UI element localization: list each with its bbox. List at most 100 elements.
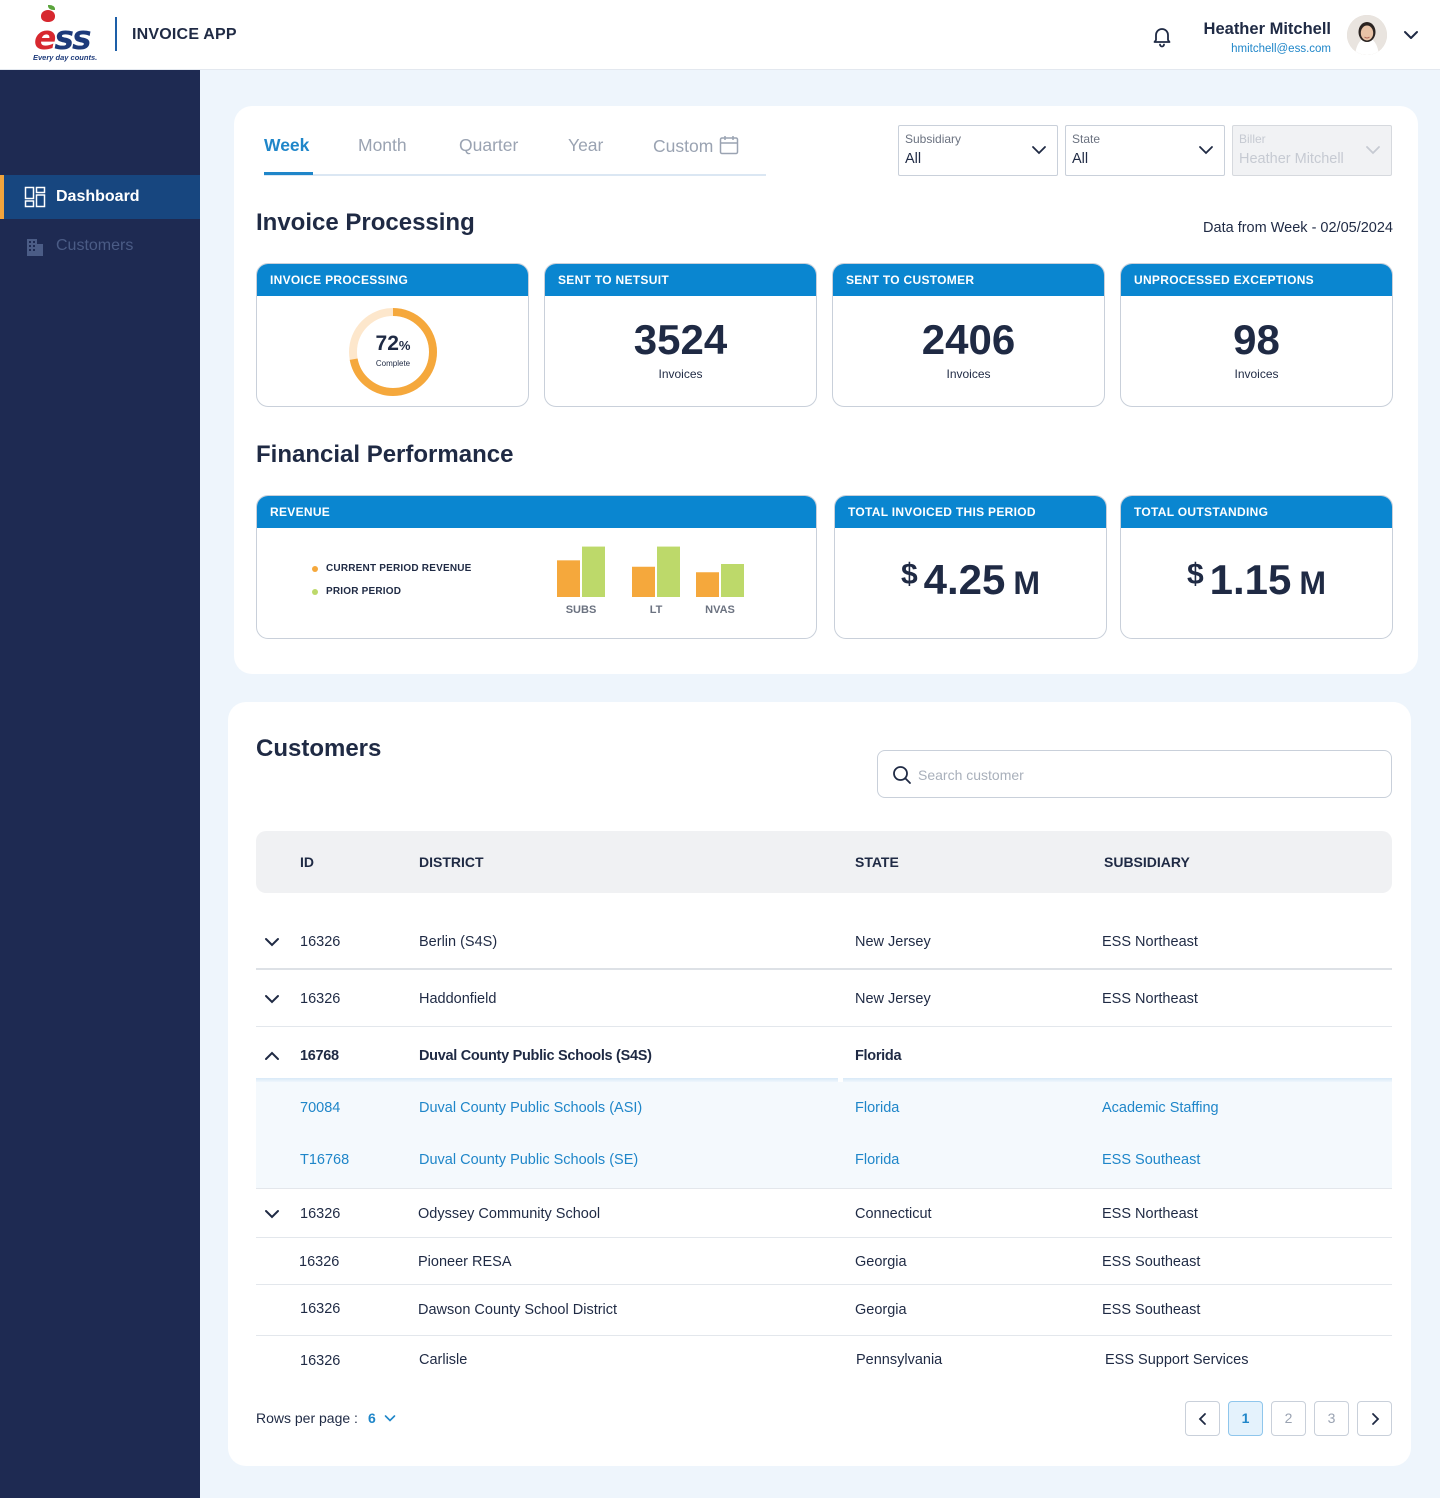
page-button-2[interactable]: 2 bbox=[1271, 1401, 1306, 1436]
cell-state: Georgia bbox=[855, 1254, 907, 1270]
user-name: Heather Mitchell bbox=[1204, 20, 1331, 39]
chevron-down-icon[interactable] bbox=[384, 1413, 396, 1423]
search-input[interactable] bbox=[918, 763, 1378, 787]
table-row[interactable]: 16326 Dawson County School District Geor… bbox=[256, 1285, 1392, 1336]
state-select[interactable]: State All bbox=[1065, 125, 1225, 176]
cell-id: 16768 bbox=[300, 1048, 339, 1064]
tab-custom-label: Custom bbox=[653, 136, 713, 156]
sent-to-netsuit-card: SENT TO NETSUIT 3524 Invoices bbox=[544, 263, 817, 407]
state-select-value: All bbox=[1072, 151, 1088, 167]
legend-prior-label: PRIOR PERIOD bbox=[326, 586, 401, 597]
bell-icon[interactable] bbox=[1150, 24, 1174, 48]
column-header-district[interactable]: DISTRICT bbox=[419, 854, 484, 870]
sent-to-customer-card: SENT TO CUSTOMER 2406 Invoices bbox=[832, 263, 1105, 407]
currency-symbol: $ bbox=[1187, 558, 1204, 591]
percent-sign: % bbox=[399, 338, 411, 353]
table-row[interactable]: 16326 Haddonfield New Jersey ESS Northea… bbox=[256, 970, 1392, 1027]
cell-id: 70084 bbox=[300, 1100, 340, 1116]
search-box bbox=[877, 750, 1392, 798]
page-button-3[interactable]: 3 bbox=[1314, 1401, 1349, 1436]
search-icon bbox=[892, 765, 912, 785]
cell-district: Pioneer RESA bbox=[418, 1254, 512, 1270]
table-row[interactable]: 16326 Odyssey Community School Connectic… bbox=[256, 1189, 1392, 1238]
next-page-button[interactable] bbox=[1357, 1401, 1392, 1436]
tab-custom[interactable]: Custom bbox=[653, 135, 739, 175]
table-child-row[interactable]: T16768 Duval County Public Schools (SE) … bbox=[256, 1136, 1392, 1189]
cell-subsidiary: ESS Northeast bbox=[1102, 934, 1198, 950]
cell-state: New Jersey bbox=[855, 934, 931, 950]
card-header: UNPROCESSED EXCEPTIONS bbox=[1121, 264, 1392, 296]
table-row[interactable]: 16326 Berlin (S4S) New Jersey ESS Northe… bbox=[256, 913, 1392, 970]
table-child-row[interactable]: 70084 Duval County Public Schools (ASI) … bbox=[256, 1082, 1392, 1136]
bar-subs-prior bbox=[582, 547, 605, 597]
chevron-down-icon bbox=[1198, 144, 1214, 156]
cell-subsidiary: ESS Southeast bbox=[1102, 1152, 1200, 1168]
subsidiary-select-value: All bbox=[905, 151, 921, 167]
page-button-1[interactable]: 1 bbox=[1228, 1401, 1263, 1436]
cell-id: T16768 bbox=[300, 1152, 349, 1168]
user-email: hmitchell@ess.com bbox=[1231, 43, 1331, 55]
sidebar-item-customers[interactable]: Customers bbox=[0, 224, 200, 268]
rows-per-page-select[interactable]: 6 bbox=[368, 1410, 376, 1426]
biller-select: Biller Heather Mitchell bbox=[1232, 125, 1392, 176]
cell-state: Georgia bbox=[855, 1302, 907, 1318]
cell-district: Duval County Public Schools (ASI) bbox=[419, 1100, 642, 1116]
card-header: REVENUE bbox=[257, 496, 816, 528]
cell-state: Florida bbox=[855, 1048, 901, 1064]
cell-id: 16326 bbox=[300, 1301, 340, 1317]
legend-current-label: CURRENT PERIOD REVENUE bbox=[326, 563, 472, 574]
chevron-down-icon[interactable] bbox=[264, 936, 280, 948]
table-row-expanded[interactable]: 16768 Duval County Public Schools (S4S) … bbox=[256, 1027, 1392, 1078]
prev-page-button[interactable] bbox=[1185, 1401, 1220, 1436]
progress-caption: Complete bbox=[347, 359, 439, 368]
bar-lt-prior bbox=[657, 547, 680, 597]
cell-state: Pennsylvania bbox=[856, 1352, 942, 1368]
cell-district: Haddonfield bbox=[419, 991, 496, 1007]
sidebar-item-dashboard[interactable]: Dashboard bbox=[0, 175, 200, 219]
column-header-state[interactable]: STATE bbox=[855, 854, 899, 870]
bar-nvas-prior bbox=[721, 564, 744, 597]
x-tick-label: LT bbox=[650, 604, 663, 616]
column-header-id[interactable]: ID bbox=[300, 854, 314, 870]
chevron-down-icon[interactable] bbox=[1402, 28, 1420, 42]
cell-id: 16326 bbox=[299, 1254, 339, 1270]
progress-value: 72% bbox=[347, 332, 439, 356]
table-row[interactable]: 16326 Pioneer RESA Georgia ESS Southeast bbox=[256, 1238, 1392, 1285]
cell-state: Florida bbox=[855, 1100, 899, 1116]
invoice-processing-title: Invoice Processing bbox=[256, 209, 475, 237]
column-header-subsidiary[interactable]: SUBSIDIARY bbox=[1104, 854, 1190, 870]
table-row[interactable]: 16326 Carlisle Pennsylvania ESS Support … bbox=[256, 1336, 1392, 1386]
chevron-down-icon[interactable] bbox=[264, 1208, 280, 1220]
tab-month[interactable]: Month bbox=[358, 135, 407, 175]
card-header: SENT TO NETSUIT bbox=[545, 264, 816, 296]
chevron-up-icon[interactable] bbox=[264, 1050, 280, 1062]
top-bar: ess Every day counts. INVOICE APP Heathe… bbox=[0, 0, 1440, 70]
cell-subsidiary: ESS Northeast bbox=[1102, 991, 1198, 1007]
cell-id: 16326 bbox=[300, 1353, 340, 1369]
chevron-right-icon bbox=[1369, 1412, 1381, 1426]
table-header: ID DISTRICT STATE SUBSIDIARY bbox=[256, 831, 1392, 893]
avatar[interactable] bbox=[1347, 15, 1387, 55]
logo-wordmark: ess bbox=[34, 18, 90, 57]
tab-year[interactable]: Year bbox=[568, 135, 603, 175]
cell-district: Duval County Public Schools (SE) bbox=[419, 1152, 638, 1168]
bar-lt-current bbox=[632, 567, 655, 597]
calendar-icon bbox=[719, 135, 739, 155]
kpi-caption: Invoices bbox=[833, 367, 1104, 381]
x-tick-label: NVAS bbox=[705, 604, 735, 616]
bar-subs-current bbox=[557, 560, 580, 597]
dashboard-icon bbox=[24, 186, 46, 208]
legend-dot-prior bbox=[312, 589, 318, 595]
chevron-down-icon[interactable] bbox=[264, 993, 280, 1005]
sidebar-item-label: Customers bbox=[56, 237, 133, 255]
logo-tagline: Every day counts. bbox=[33, 53, 97, 62]
sidebar-item-label: Dashboard bbox=[56, 188, 140, 206]
tab-week[interactable]: Week bbox=[264, 135, 313, 175]
card-header: TOTAL INVOICED THIS PERIOD bbox=[835, 496, 1106, 528]
avatar-image bbox=[1347, 15, 1387, 55]
subsidiary-select[interactable]: Subsidiary All bbox=[898, 125, 1058, 176]
kpi-value: 98 bbox=[1121, 316, 1392, 364]
ess-logo[interactable]: ess Every day counts. bbox=[32, 8, 102, 62]
tab-quarter[interactable]: Quarter bbox=[459, 135, 518, 175]
chevron-down-icon bbox=[1365, 144, 1381, 156]
